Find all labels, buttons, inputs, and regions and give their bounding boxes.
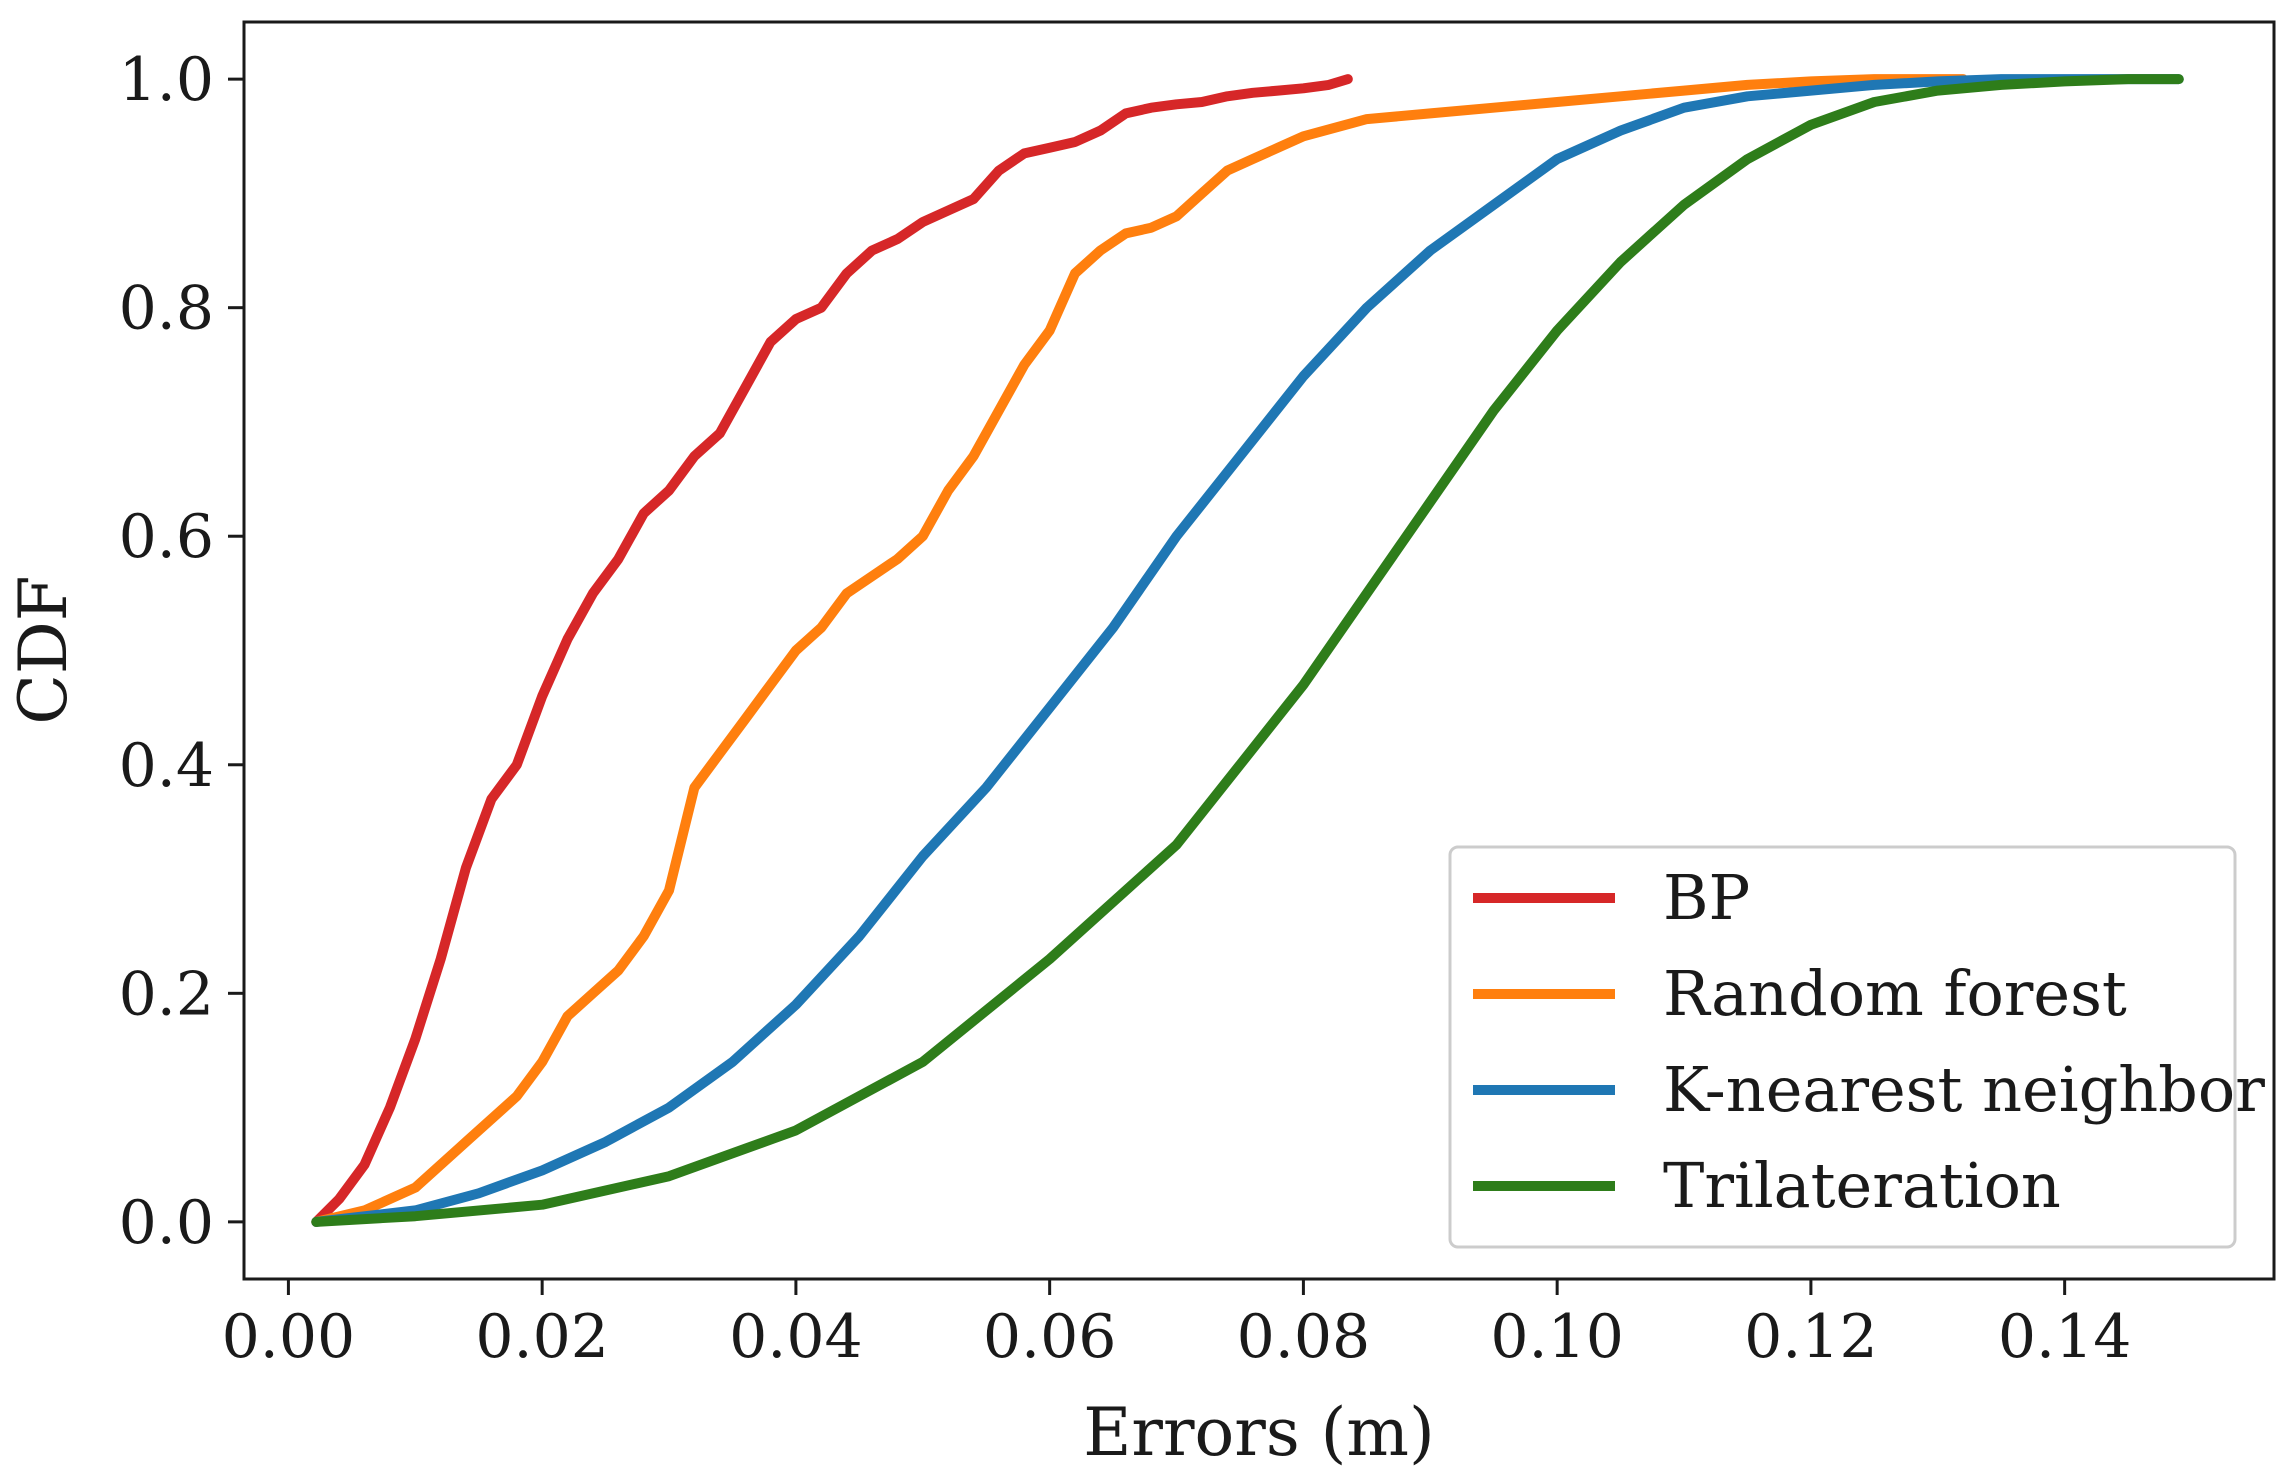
y-tick-label: 0.8 [119,274,214,344]
x-tick-label: 0.04 [729,1302,863,1372]
x-tick-label: 0.14 [1998,1302,2132,1372]
y-axis-label: CDF [5,575,82,724]
y-tick-label: 0.2 [119,959,214,1029]
legend-box [1448,845,2237,1249]
y-tick-label: 1.0 [119,45,214,115]
legend-label-bp: BP [1663,861,1750,934]
y-tick-label: 0.0 [119,1188,214,1258]
y-tick-label: 0.4 [119,731,214,801]
x-tick-label: 0.12 [1744,1302,1878,1372]
y-axis: 0.0 0.2 0.4 0.6 0.8 1.0 [119,45,244,1258]
y-tick-label: 0.6 [119,502,214,572]
x-tick-label: 0.02 [475,1302,609,1372]
plot-area-frame [242,20,2276,1281]
series-line-random-forest: Random forest [311,74,1969,1227]
legend-label-trilateration: Trilateration [1663,1149,2061,1222]
x-tick-label: 0.00 [222,1302,356,1372]
x-axis: 0.00 0.02 0.04 0.06 0.08 0.10 0.12 0.14 [222,1279,2132,1372]
x-tick-label: 0.06 [983,1302,1117,1372]
x-tick-label: 0.08 [1237,1302,1371,1372]
series-line-k-nearest-neighbor: K-nearest neighbor [311,74,2184,1227]
series-line-trilateration: Trilateration [311,74,2184,1227]
legend-label-random-forest: Random forest [1663,957,2127,1030]
x-axis-label: Errors (m) [1083,1394,1435,1471]
legend-label-k-nearest-neighbor: K-nearest neighbor [1663,1053,2265,1126]
x-tick-label: 0.10 [1490,1302,1624,1372]
legend: BP Random forest K-nearest neighbor Trilate… [1448,845,2265,1249]
legend-items: BP Random forest K-nearest neighbor Trilate… [1473,861,2265,1222]
series-line-bp: BP [311,74,1353,1227]
